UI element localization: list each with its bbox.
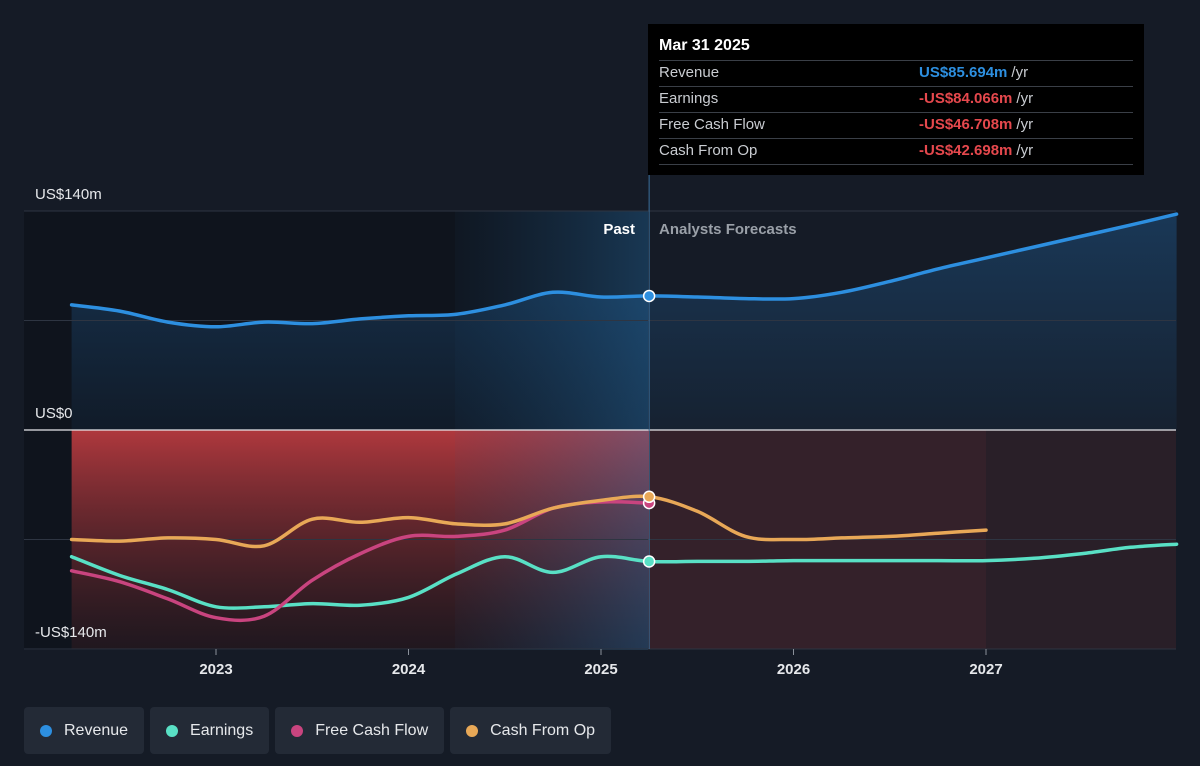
legend-dot-icon — [466, 724, 479, 737]
tooltip-date: Mar 31 2025 — [659, 37, 750, 54]
tooltip-row-name: Earnings — [659, 90, 719, 107]
tooltip-row: Free Cash Flow -US$46.708m/yr — [659, 112, 1133, 138]
legend-item-earnings[interactable]: Earnings — [150, 707, 270, 754]
y-label-bottom: -US$140m — [35, 624, 107, 641]
tooltip-row-name: Free Cash Flow — [659, 116, 765, 133]
legend-dot-icon — [291, 724, 304, 737]
tooltip-row: Cash From Op -US$42.698m/yr — [659, 138, 1133, 165]
legend: Revenue Earnings Free Cash Flow Cash From O… — [24, 707, 612, 754]
legend-item-revenue[interactable]: Revenue — [24, 707, 145, 754]
tooltip-row-value: -US$42.698m — [919, 142, 1013, 159]
y-label-top: US$140m — [35, 186, 102, 203]
y-label-zero: US$0 — [35, 405, 73, 422]
legend-label: Revenue — [64, 721, 129, 739]
legend-label: Earnings — [190, 721, 254, 739]
tooltip-row-unit: /yr — [1016, 90, 1034, 107]
tooltip-row-value: -US$84.066m — [919, 90, 1013, 107]
tooltip-row-value: US$85.694m — [919, 64, 1008, 81]
tooltip: Mar 31 2025 Revenue US$85.694m/yr Earnings… — [648, 24, 1144, 175]
forecast-label: Analysts Forecasts — [659, 221, 797, 238]
x-tick-label: 2024 — [392, 661, 426, 678]
earnings-marker — [642, 555, 656, 568]
tooltip-row-unit: /yr — [1016, 142, 1034, 159]
earnings-line — [69, 542, 1179, 610]
legend-dot-icon — [40, 724, 52, 737]
tooltip-row-name: Cash From Op — [659, 142, 758, 159]
x-tick-label: 2026 — [777, 661, 810, 678]
tooltip-row-unit: /yr — [1011, 64, 1029, 81]
past-label: Past — [603, 221, 635, 238]
legend-item-cash-from-op[interactable]: Cash From Op — [450, 707, 612, 754]
cash-from-op-line — [69, 494, 988, 549]
legend-item-free-cash-flow[interactable]: Free Cash Flow — [275, 707, 445, 754]
cash-from-op-marker — [642, 490, 656, 504]
legend-dot-icon — [166, 724, 179, 737]
tooltip-row-unit: /yr — [1016, 116, 1034, 133]
legend-label: Cash From Op — [490, 721, 596, 739]
tooltip-row-value: -US$46.708m — [919, 116, 1013, 133]
tooltip-row: Revenue US$85.694m/yr — [659, 60, 1133, 86]
x-tick-label: 2025 — [584, 661, 617, 678]
revenue-marker — [642, 289, 656, 303]
tooltip-row-name: Revenue — [659, 64, 720, 81]
revenue-line — [69, 212, 1179, 329]
x-tick-label: 2023 — [199, 661, 232, 678]
tooltip-row: Earnings -US$84.066m/yr — [659, 86, 1133, 112]
x-tick-label: 2027 — [969, 661, 1002, 678]
legend-label: Free Cash Flow — [315, 721, 429, 739]
